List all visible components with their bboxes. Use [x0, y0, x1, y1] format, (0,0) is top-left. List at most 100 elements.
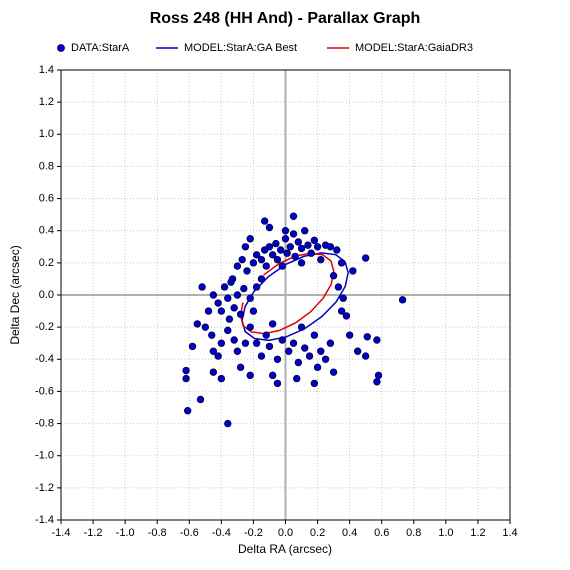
data-point [217, 307, 226, 315]
data-point [260, 217, 269, 225]
y-tick-label: -0.6 [35, 385, 54, 397]
data-point [273, 355, 282, 363]
y-tick-label: 1.2 [39, 96, 54, 108]
x-tick-label: -1.4 [52, 527, 71, 539]
y-tick-label: -0.8 [35, 417, 54, 429]
data-point [349, 267, 357, 275]
data-point [208, 331, 216, 339]
y-axis-label: Delta Dec (arcsec) [8, 245, 22, 344]
data-point [305, 352, 314, 360]
data-point [307, 249, 315, 257]
y-tick-label: -1.4 [35, 514, 54, 526]
data-point [301, 227, 309, 235]
data-point [333, 246, 341, 254]
data-point [339, 294, 347, 302]
data-point [301, 344, 309, 352]
y-tick-label: 0.2 [39, 257, 54, 269]
data-point [273, 255, 282, 264]
data-point [257, 255, 266, 264]
data-point [262, 262, 270, 270]
data-point [361, 352, 370, 360]
data-point [278, 336, 286, 344]
data-point [281, 227, 290, 235]
data-point [273, 379, 282, 388]
data-point [225, 315, 234, 323]
data-point [198, 283, 206, 291]
data-point [214, 352, 222, 360]
data-point [337, 307, 346, 315]
data-point [294, 358, 303, 367]
data-point [214, 299, 222, 307]
data-point [291, 252, 299, 261]
data-point [240, 284, 248, 293]
data-point [268, 320, 277, 328]
data-point [188, 342, 197, 351]
data-point [373, 378, 381, 386]
data-point [193, 320, 202, 328]
data-point [294, 238, 303, 246]
data-point [297, 259, 306, 267]
data-point [353, 347, 362, 355]
data-point [329, 272, 338, 280]
data-point [398, 296, 407, 304]
data-point [286, 243, 295, 251]
data-point [217, 339, 226, 347]
data-point [363, 333, 371, 341]
data-point [233, 347, 242, 355]
data-point [230, 304, 238, 312]
data-point [310, 331, 319, 339]
data-point [224, 419, 232, 428]
legend-label: MODEL:StarA:GaiaDR3 [355, 42, 473, 54]
x-tick-label: 1.2 [470, 527, 485, 539]
y-tick-label: -0.4 [35, 353, 54, 365]
data-point [272, 239, 280, 248]
data-point [293, 374, 301, 383]
data-point [182, 366, 190, 375]
data-point [252, 339, 261, 347]
data-point [289, 230, 298, 238]
data-point [265, 342, 274, 351]
y-tick-label: 0.8 [39, 160, 54, 172]
data-point [334, 283, 343, 291]
data-point [342, 312, 351, 320]
data-point [262, 331, 270, 339]
data-point [220, 283, 229, 291]
data-point [289, 212, 298, 220]
data-point [310, 236, 319, 245]
y-tick-label: -1.2 [35, 482, 54, 494]
data-point [209, 291, 218, 299]
data-point [374, 371, 383, 380]
y-tick-label: 0.4 [39, 225, 54, 237]
data-point [265, 223, 274, 232]
data-point [297, 244, 306, 253]
y-tick-label: 0.6 [39, 192, 54, 204]
data-point [252, 283, 261, 291]
data-point [233, 262, 242, 270]
data-point [321, 355, 330, 363]
data-point [217, 374, 226, 383]
legend-label: MODEL:StarA:GA Best [184, 42, 297, 54]
x-tick-label: -0.6 [180, 527, 199, 539]
data-point [236, 363, 245, 372]
data-point [230, 336, 238, 344]
y-tick-label: -1.0 [35, 450, 54, 462]
data-point [243, 267, 251, 275]
x-tick-label: 1.4 [502, 527, 517, 539]
y-tick-label: 1.0 [39, 128, 54, 140]
data-point [224, 294, 232, 302]
data-point [265, 243, 274, 251]
data-point [224, 326, 232, 335]
y-tick-label: 0.0 [39, 289, 54, 301]
data-point [283, 249, 291, 257]
chart-title: Ross 248 (HH And) - Parallax Graph [150, 10, 421, 27]
legend-marker [57, 44, 65, 52]
data-point [317, 347, 325, 355]
data-point [285, 347, 293, 355]
x-tick-label: 0.8 [406, 527, 421, 539]
data-point [289, 339, 298, 347]
data-point [246, 371, 254, 380]
x-tick-label: 1.0 [438, 527, 453, 539]
data-point [204, 307, 213, 315]
x-tick-label: 0.4 [342, 527, 357, 539]
data-point [246, 235, 254, 243]
